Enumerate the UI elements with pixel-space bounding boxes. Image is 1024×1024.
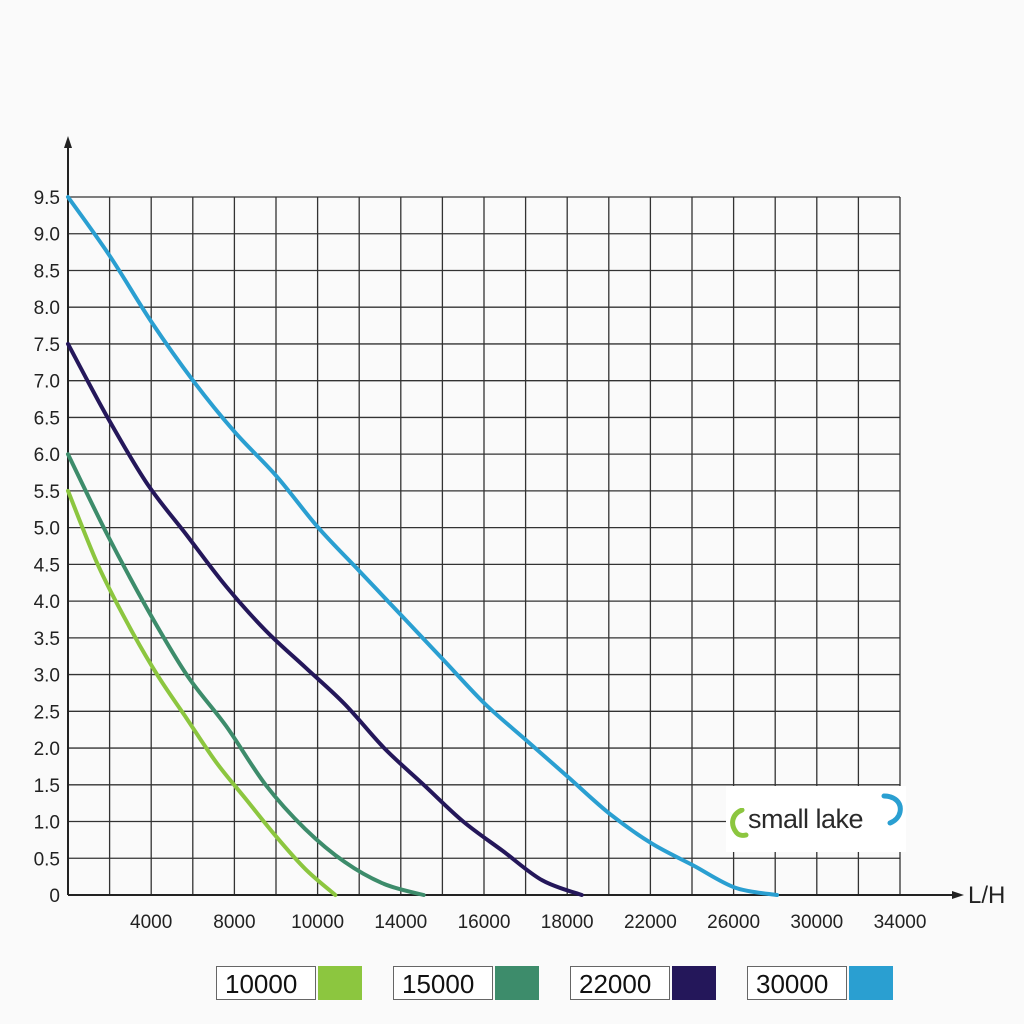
series-line-10000 (66, 488, 338, 897)
series-line-22000 (66, 341, 584, 897)
y-tick-label: 9.5 (34, 188, 60, 209)
y-tick-label: 3.5 (34, 629, 60, 650)
legend-item-22000: 22000 (570, 966, 716, 1000)
legend-swatch (318, 966, 362, 1000)
fish-right-icon (881, 793, 903, 826)
y-tick-label: 8.5 (34, 261, 60, 282)
legend-label: 10000 (216, 966, 316, 1000)
y-tick-label: 0.5 (34, 849, 60, 870)
x-tick-label: 8000 (213, 912, 255, 933)
y-tick-label: 1.5 (34, 776, 60, 797)
y-tick-label: 4.0 (34, 592, 60, 613)
legend-swatch (495, 966, 539, 1000)
x-tick-label: 14000 (374, 912, 427, 933)
legend-item-15000: 15000 (393, 966, 539, 1000)
y-tick-label: 1.0 (34, 813, 60, 834)
x-tick-label: 18000 (541, 912, 594, 933)
x-tick-label: 22000 (624, 912, 677, 933)
y-tick-label: 9.0 (34, 225, 60, 246)
watermark: small lake (726, 786, 906, 852)
x-tick-label: 10000 (291, 912, 344, 933)
x-tick-label: 26000 (707, 912, 760, 933)
x-tick-label: 4000 (130, 912, 172, 933)
y-tick-label: 7.0 (34, 372, 60, 393)
y-tick-label: 6.5 (34, 408, 60, 429)
y-tick-label: 6.0 (34, 445, 60, 466)
x-axis-arrow-icon (952, 891, 964, 899)
y-tick-label: 2.5 (34, 702, 60, 723)
legend-swatch (849, 966, 893, 1000)
legend-swatch (672, 966, 716, 1000)
legend-item-10000: 10000 (216, 966, 362, 1000)
y-tick-label: 3.0 (34, 666, 60, 687)
legend-item-30000: 30000 (747, 966, 893, 1000)
chart-legend: 10000 15000 22000 30000 (216, 966, 924, 1002)
legend-label: 22000 (570, 966, 670, 1000)
chart-axes (64, 136, 964, 899)
x-tick-label: 34000 (874, 912, 927, 933)
x-tick-label: 30000 (790, 912, 843, 933)
y-tick-label: 7.5 (34, 335, 60, 356)
fish-left-icon (730, 808, 749, 838)
x-axis-label: L/H (968, 882, 1005, 909)
legend-label: 30000 (747, 966, 847, 1000)
x-tick-labels: 4000 8000 10000 14000 16000 18000 22000 26000 30… (130, 912, 926, 933)
series-line-15000 (66, 452, 426, 897)
y-tick-label: 0 (49, 886, 60, 907)
series-line-30000 (66, 195, 779, 897)
series-lines (66, 195, 779, 897)
x-tick-label: 16000 (458, 912, 511, 933)
y-tick-label: 5.0 (34, 519, 60, 540)
y-tick-label: 2.0 (34, 739, 60, 760)
legend-label: 15000 (393, 966, 493, 1000)
y-axis-arrow-icon (64, 136, 72, 148)
y-tick-label: 8.0 (34, 298, 60, 319)
watermark-text: small lake (748, 803, 864, 834)
y-tick-labels: 0 0.5 1.0 1.5 2.0 2.5 3.0 3.5 4.0 4.5 5.0 5.5 6.0 6.5… (34, 188, 60, 907)
y-tick-label: 5.5 (34, 482, 60, 503)
y-tick-label: 4.5 (34, 555, 60, 576)
